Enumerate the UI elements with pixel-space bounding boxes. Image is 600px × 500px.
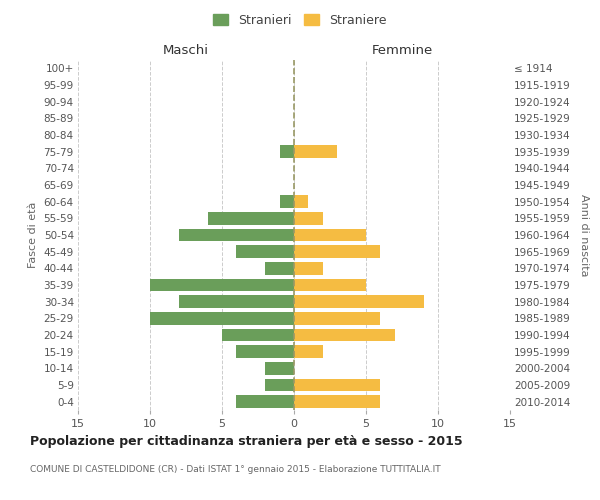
- Bar: [265, 379, 294, 391]
- Y-axis label: Fasce di età: Fasce di età: [28, 202, 38, 268]
- Text: Maschi: Maschi: [163, 44, 209, 57]
- Text: Femmine: Femmine: [371, 44, 433, 57]
- Bar: [294, 229, 366, 241]
- Bar: [294, 212, 323, 224]
- Bar: [294, 329, 395, 341]
- Bar: [265, 362, 294, 374]
- Bar: [294, 296, 424, 308]
- Bar: [208, 212, 294, 224]
- Bar: [236, 246, 294, 258]
- Y-axis label: Anni di nascita: Anni di nascita: [579, 194, 589, 276]
- Bar: [294, 312, 380, 324]
- Bar: [294, 146, 337, 158]
- Bar: [280, 146, 294, 158]
- Bar: [179, 229, 294, 241]
- Bar: [294, 346, 323, 358]
- Bar: [236, 396, 294, 408]
- Bar: [294, 279, 366, 291]
- Bar: [280, 196, 294, 208]
- Bar: [265, 262, 294, 274]
- Bar: [294, 246, 380, 258]
- Bar: [150, 312, 294, 324]
- Text: Popolazione per cittadinanza straniera per età e sesso - 2015: Popolazione per cittadinanza straniera p…: [30, 435, 463, 448]
- Bar: [294, 196, 308, 208]
- Bar: [294, 396, 380, 408]
- Bar: [222, 329, 294, 341]
- Text: COMUNE DI CASTELDIDONE (CR) - Dati ISTAT 1° gennaio 2015 - Elaborazione TUTTITAL: COMUNE DI CASTELDIDONE (CR) - Dati ISTAT…: [30, 465, 440, 474]
- Bar: [179, 296, 294, 308]
- Bar: [294, 379, 380, 391]
- Bar: [150, 279, 294, 291]
- Legend: Stranieri, Straniere: Stranieri, Straniere: [208, 8, 392, 32]
- Bar: [294, 262, 323, 274]
- Bar: [236, 346, 294, 358]
